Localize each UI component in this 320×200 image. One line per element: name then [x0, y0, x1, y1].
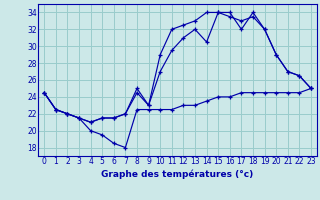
X-axis label: Graphe des températures (°c): Graphe des températures (°c): [101, 169, 254, 179]
